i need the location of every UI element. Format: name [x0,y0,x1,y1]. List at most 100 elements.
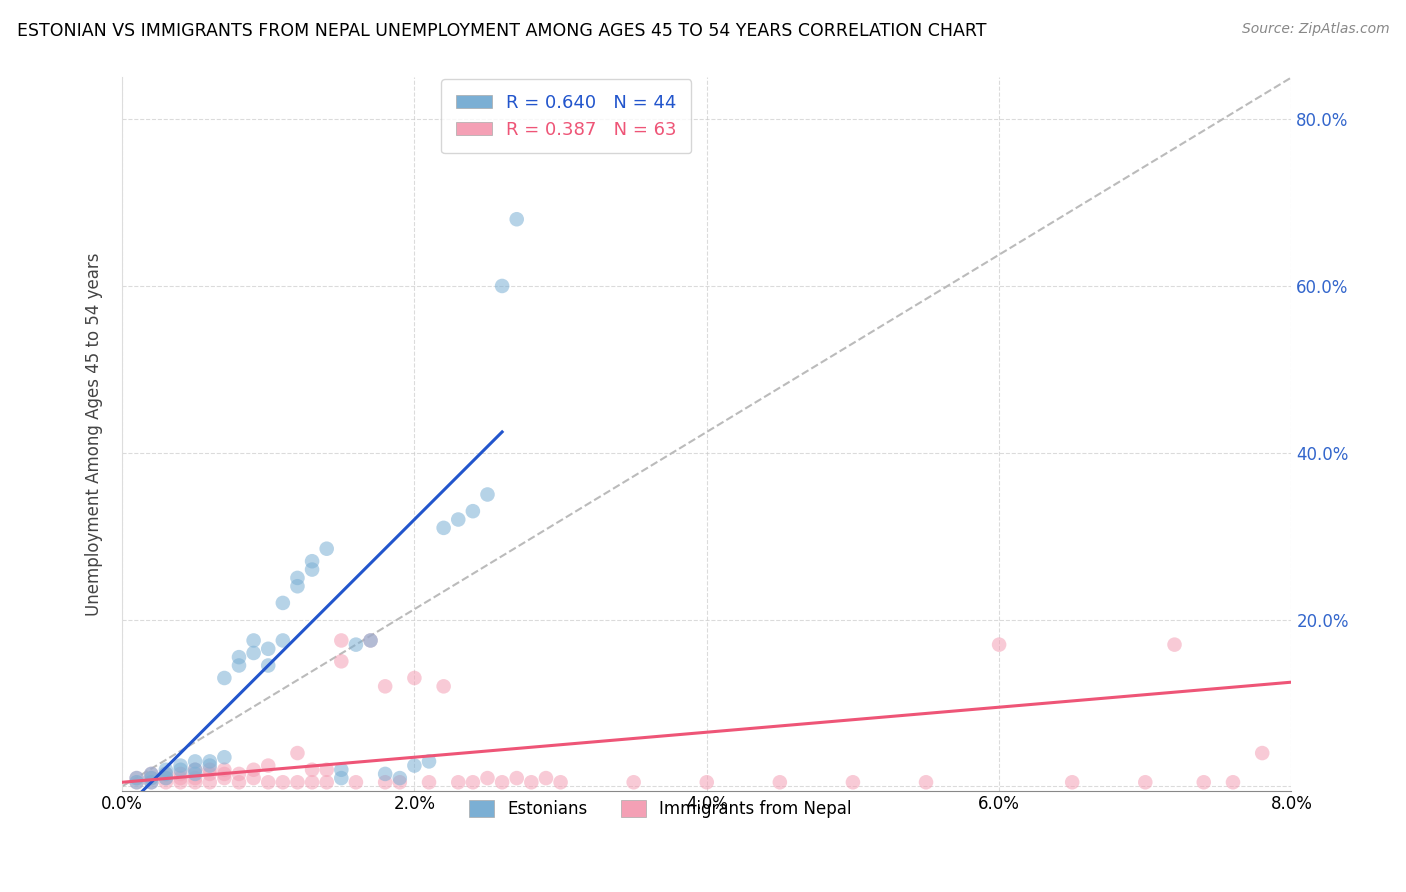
Point [271,775,294,789]
Point [330,763,353,777]
Point [141,775,163,789]
Point [184,767,207,781]
Point [842,775,865,789]
Point [287,746,309,760]
Point [184,763,207,777]
Point [141,767,163,781]
Point [404,758,426,772]
Point [433,679,456,693]
Point [242,763,264,777]
Point [374,679,396,693]
Point [623,775,645,789]
Point [287,579,309,593]
Point [315,541,337,556]
Point [287,775,309,789]
Point [141,767,163,781]
Point [461,775,484,789]
Point [447,512,470,526]
Point [228,650,250,665]
Point [520,775,543,789]
Point [330,654,353,668]
Point [550,775,572,789]
Point [1062,775,1084,789]
Point [360,633,382,648]
Point [388,775,411,789]
Point [214,671,236,685]
Legend: Estonians, Immigrants from Nepal: Estonians, Immigrants from Nepal [463,794,858,825]
Point [696,775,718,789]
Point [1192,775,1215,789]
Point [141,775,163,789]
Point [155,775,177,789]
Point [228,775,250,789]
Point [141,771,163,785]
Point [404,671,426,685]
Point [433,521,456,535]
Point [344,775,367,789]
Point [184,763,207,777]
Point [198,775,221,789]
Point [257,758,280,772]
Point [301,554,323,568]
Point [287,571,309,585]
Point [1222,775,1244,789]
Point [125,775,148,789]
Point [125,771,148,785]
Point [461,504,484,518]
Point [169,775,191,789]
Point [271,633,294,648]
Point [184,771,207,785]
Y-axis label: Unemployment Among Ages 45 to 54 years: Unemployment Among Ages 45 to 54 years [86,252,103,615]
Point [198,767,221,781]
Point [125,771,148,785]
Point [418,755,440,769]
Point [155,771,177,785]
Point [228,767,250,781]
Point [374,767,396,781]
Point [184,775,207,789]
Point [214,750,236,764]
Point [125,775,148,789]
Point [301,775,323,789]
Point [988,638,1011,652]
Point [271,596,294,610]
Point [315,775,337,789]
Point [242,633,264,648]
Point [169,758,191,772]
Point [257,775,280,789]
Point [155,767,177,781]
Text: Source: ZipAtlas.com: Source: ZipAtlas.com [1241,22,1389,37]
Point [228,658,250,673]
Point [491,279,513,293]
Point [198,758,221,772]
Point [155,767,177,781]
Point [242,646,264,660]
Point [169,771,191,785]
Point [184,755,207,769]
Point [155,763,177,777]
Text: ESTONIAN VS IMMIGRANTS FROM NEPAL UNEMPLOYMENT AMONG AGES 45 TO 54 YEARS CORRELA: ESTONIAN VS IMMIGRANTS FROM NEPAL UNEMPL… [17,22,987,40]
Point [330,771,353,785]
Point [141,771,163,785]
Point [477,771,499,785]
Point [1135,775,1157,789]
Point [1163,638,1185,652]
Point [1251,746,1274,760]
Point [344,638,367,652]
Point [257,658,280,673]
Point [506,212,529,227]
Point [301,563,323,577]
Point [315,763,337,777]
Point [214,771,236,785]
Point [198,755,221,769]
Point [491,775,513,789]
Point [242,771,264,785]
Point [360,633,382,648]
Point [915,775,938,789]
Point [374,775,396,789]
Point [506,771,529,785]
Point [388,771,411,785]
Point [534,771,557,785]
Point [214,767,236,781]
Point [447,775,470,789]
